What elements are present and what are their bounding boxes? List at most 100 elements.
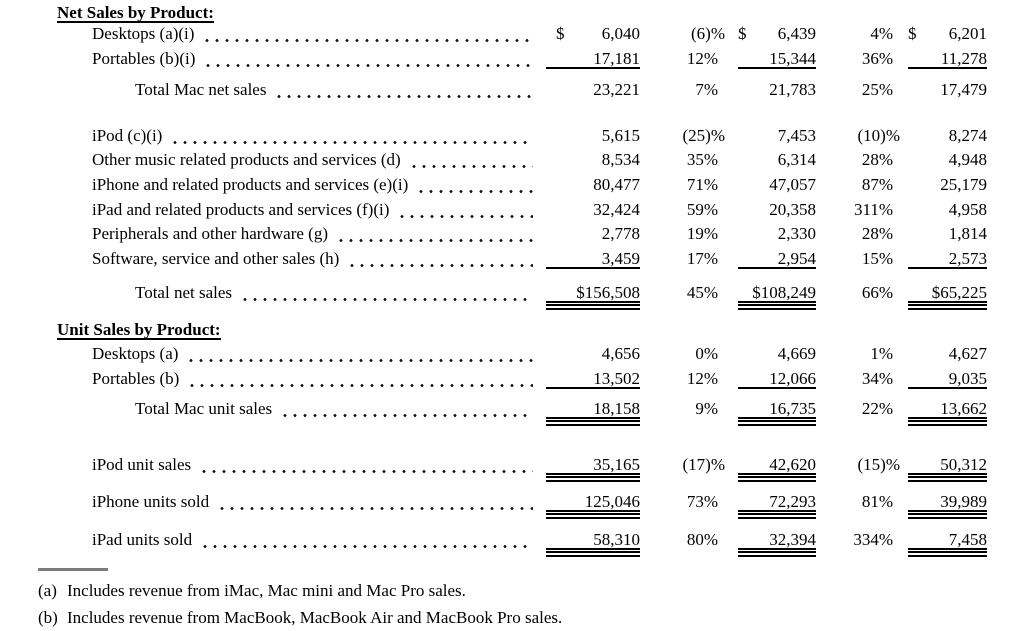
amount-cell: 47,057 (738, 175, 816, 195)
row-label-text: iPad and related products and services (… (92, 200, 390, 219)
amount-value: 65,225 (940, 283, 987, 302)
amount-value: 13,502 (593, 369, 640, 388)
row-label-text: Peripherals and other hardware (g) (92, 224, 329, 243)
section-title: Unit Sales by Product: (57, 320, 221, 340)
dollar-sign: $ (576, 283, 585, 302)
percent-cell: 81% (861, 492, 893, 511)
row-label-text: iPhone units sold (92, 492, 210, 511)
amount-value: 17,479 (940, 80, 987, 99)
dollar-sign: $ (931, 283, 941, 302)
amount-value: 3,459 (601, 249, 640, 268)
table-row: Total Mac unit sales 18,158 9% 16,735 22% 13,… (0, 399, 1024, 426)
amount-cell: 35,165 (546, 455, 640, 482)
row-label-text: iPod unit sales (92, 455, 192, 474)
dollar-sign: $ (908, 24, 917, 43)
dot-leader (186, 359, 533, 362)
row-label: Total Mac net sales (38, 80, 537, 100)
footnotes: (a) Includes revenue from iMac, Mac mini … (0, 581, 1024, 628)
amount-value: 6,439 (777, 24, 816, 43)
amount-value: 42,620 (769, 455, 816, 474)
percent-cell: (15)% (857, 455, 900, 474)
table-row: Peripherals and other hardware (g) 2,778 1… (0, 224, 1024, 244)
amount-cell: 17,479 (908, 80, 987, 100)
dot-leader (202, 39, 533, 42)
dollar-sign: $ (752, 283, 761, 302)
table-row: Software, service and other sales (h) 3,4… (0, 249, 1024, 269)
amount-cell: 7,458 (908, 530, 987, 557)
amount-cell: 4,958 (908, 200, 987, 220)
percent-cell: 71% (686, 175, 718, 194)
amount-cell: 7,453 (738, 126, 816, 146)
amount-value: 17,181 (593, 49, 640, 68)
dot-leader (170, 141, 533, 144)
amount-value: 4,627 (948, 344, 987, 363)
percent-cell: 80% (686, 530, 718, 549)
percent-cell: 34% (861, 369, 893, 388)
amount-value: 156,508 (584, 283, 640, 302)
amount-cell: $108,249 (738, 283, 816, 310)
amount-value: 18,158 (593, 399, 640, 418)
percent-cell: 19% (686, 224, 718, 243)
percent-cell: 15% (861, 249, 893, 268)
row-label-text: Desktops (a) (92, 344, 179, 363)
amount-value: 72,293 (769, 492, 816, 511)
section-header: Net Sales by Product: (0, 3, 1024, 23)
footnote-separator (38, 568, 108, 571)
dollar-sign: $ (738, 24, 747, 43)
amount-cell: 3,459 (546, 249, 640, 269)
percent-cell: 87% (861, 175, 893, 194)
product-sales-table: Net Sales by Product: Desktops (a)(i) $6,0… (0, 3, 1024, 557)
table-row: Desktops (a)(i) $6,040 (6)% $6,439 4% $6,201 (0, 24, 1024, 44)
amount-value: 13,662 (940, 399, 987, 418)
footnote-text: Includes revenue from MacBook, MacBook A… (67, 608, 563, 627)
amount-value: 8,534 (601, 150, 640, 169)
amount-cell: 2,573 (908, 249, 987, 269)
table-row: Portables (b)(i) 17,181 12% 15,344 36% 11,278 (0, 49, 1024, 69)
row-label-text: Portables (b)(i) (92, 49, 196, 68)
dollar-sign: $ (556, 24, 565, 43)
table-row: iPad and related products and services (… (0, 200, 1024, 220)
amount-value: 35,165 (593, 455, 640, 474)
percent-cell: 28% (861, 224, 893, 243)
percent-cell: 25% (861, 80, 893, 99)
amount-cell: 2,954 (738, 249, 816, 269)
amount-value: 11,278 (940, 49, 987, 68)
table-row: Desktops (a) 4,656 0% 4,669 1% 4,627 (0, 344, 1024, 364)
table-row: Other music related products and service… (0, 150, 1024, 170)
amount-value: 125,046 (584, 492, 640, 511)
amount-value: 12,066 (769, 369, 816, 388)
row-label-text: Other music related products and service… (92, 150, 401, 169)
amount-value: 15,344 (769, 49, 816, 68)
row-label: Total net sales (38, 283, 537, 303)
row-label: Portables (b) (38, 369, 537, 389)
amount-value: 9,035 (948, 369, 987, 388)
percent-cell: 334% (853, 530, 893, 549)
row-label: iPad units sold (38, 530, 537, 550)
row-label-text: Total Mac net sales (135, 80, 267, 99)
percent-cell: 17% (686, 249, 718, 268)
amount-value: 2,573 (948, 249, 987, 268)
amount-cell: 32,394 (738, 530, 816, 557)
row-label: iPod (c)(i) (38, 126, 537, 146)
amount-cell: 42,620 (738, 455, 816, 482)
dot-leader (408, 165, 533, 168)
table-row: Total net sales $156,508 45% $108,249 66% $65… (0, 283, 1024, 310)
row-label-text: Total net sales (135, 283, 233, 302)
amount-cell: 4,669 (738, 344, 816, 364)
dot-leader (274, 95, 533, 98)
amount-value: 20,358 (769, 200, 816, 219)
dot-leader (240, 298, 533, 301)
footnote-marker: (b) (38, 608, 58, 627)
row-label: iPod unit sales (38, 455, 537, 475)
amount-cell: 2,778 (546, 224, 640, 244)
amount-value: 25,179 (940, 175, 987, 194)
amount-cell: 21,783 (738, 80, 816, 100)
section-header: Unit Sales by Product: (0, 320, 1024, 340)
amount-cell: 2,330 (738, 224, 816, 244)
amount-value: 4,958 (948, 200, 987, 219)
amount-cell: 15,344 (738, 49, 816, 69)
section-title: Net Sales by Product: (57, 3, 214, 23)
row-label: Software, service and other sales (h) (38, 249, 537, 269)
row-label-text: Desktops (a)(i) (92, 24, 195, 43)
